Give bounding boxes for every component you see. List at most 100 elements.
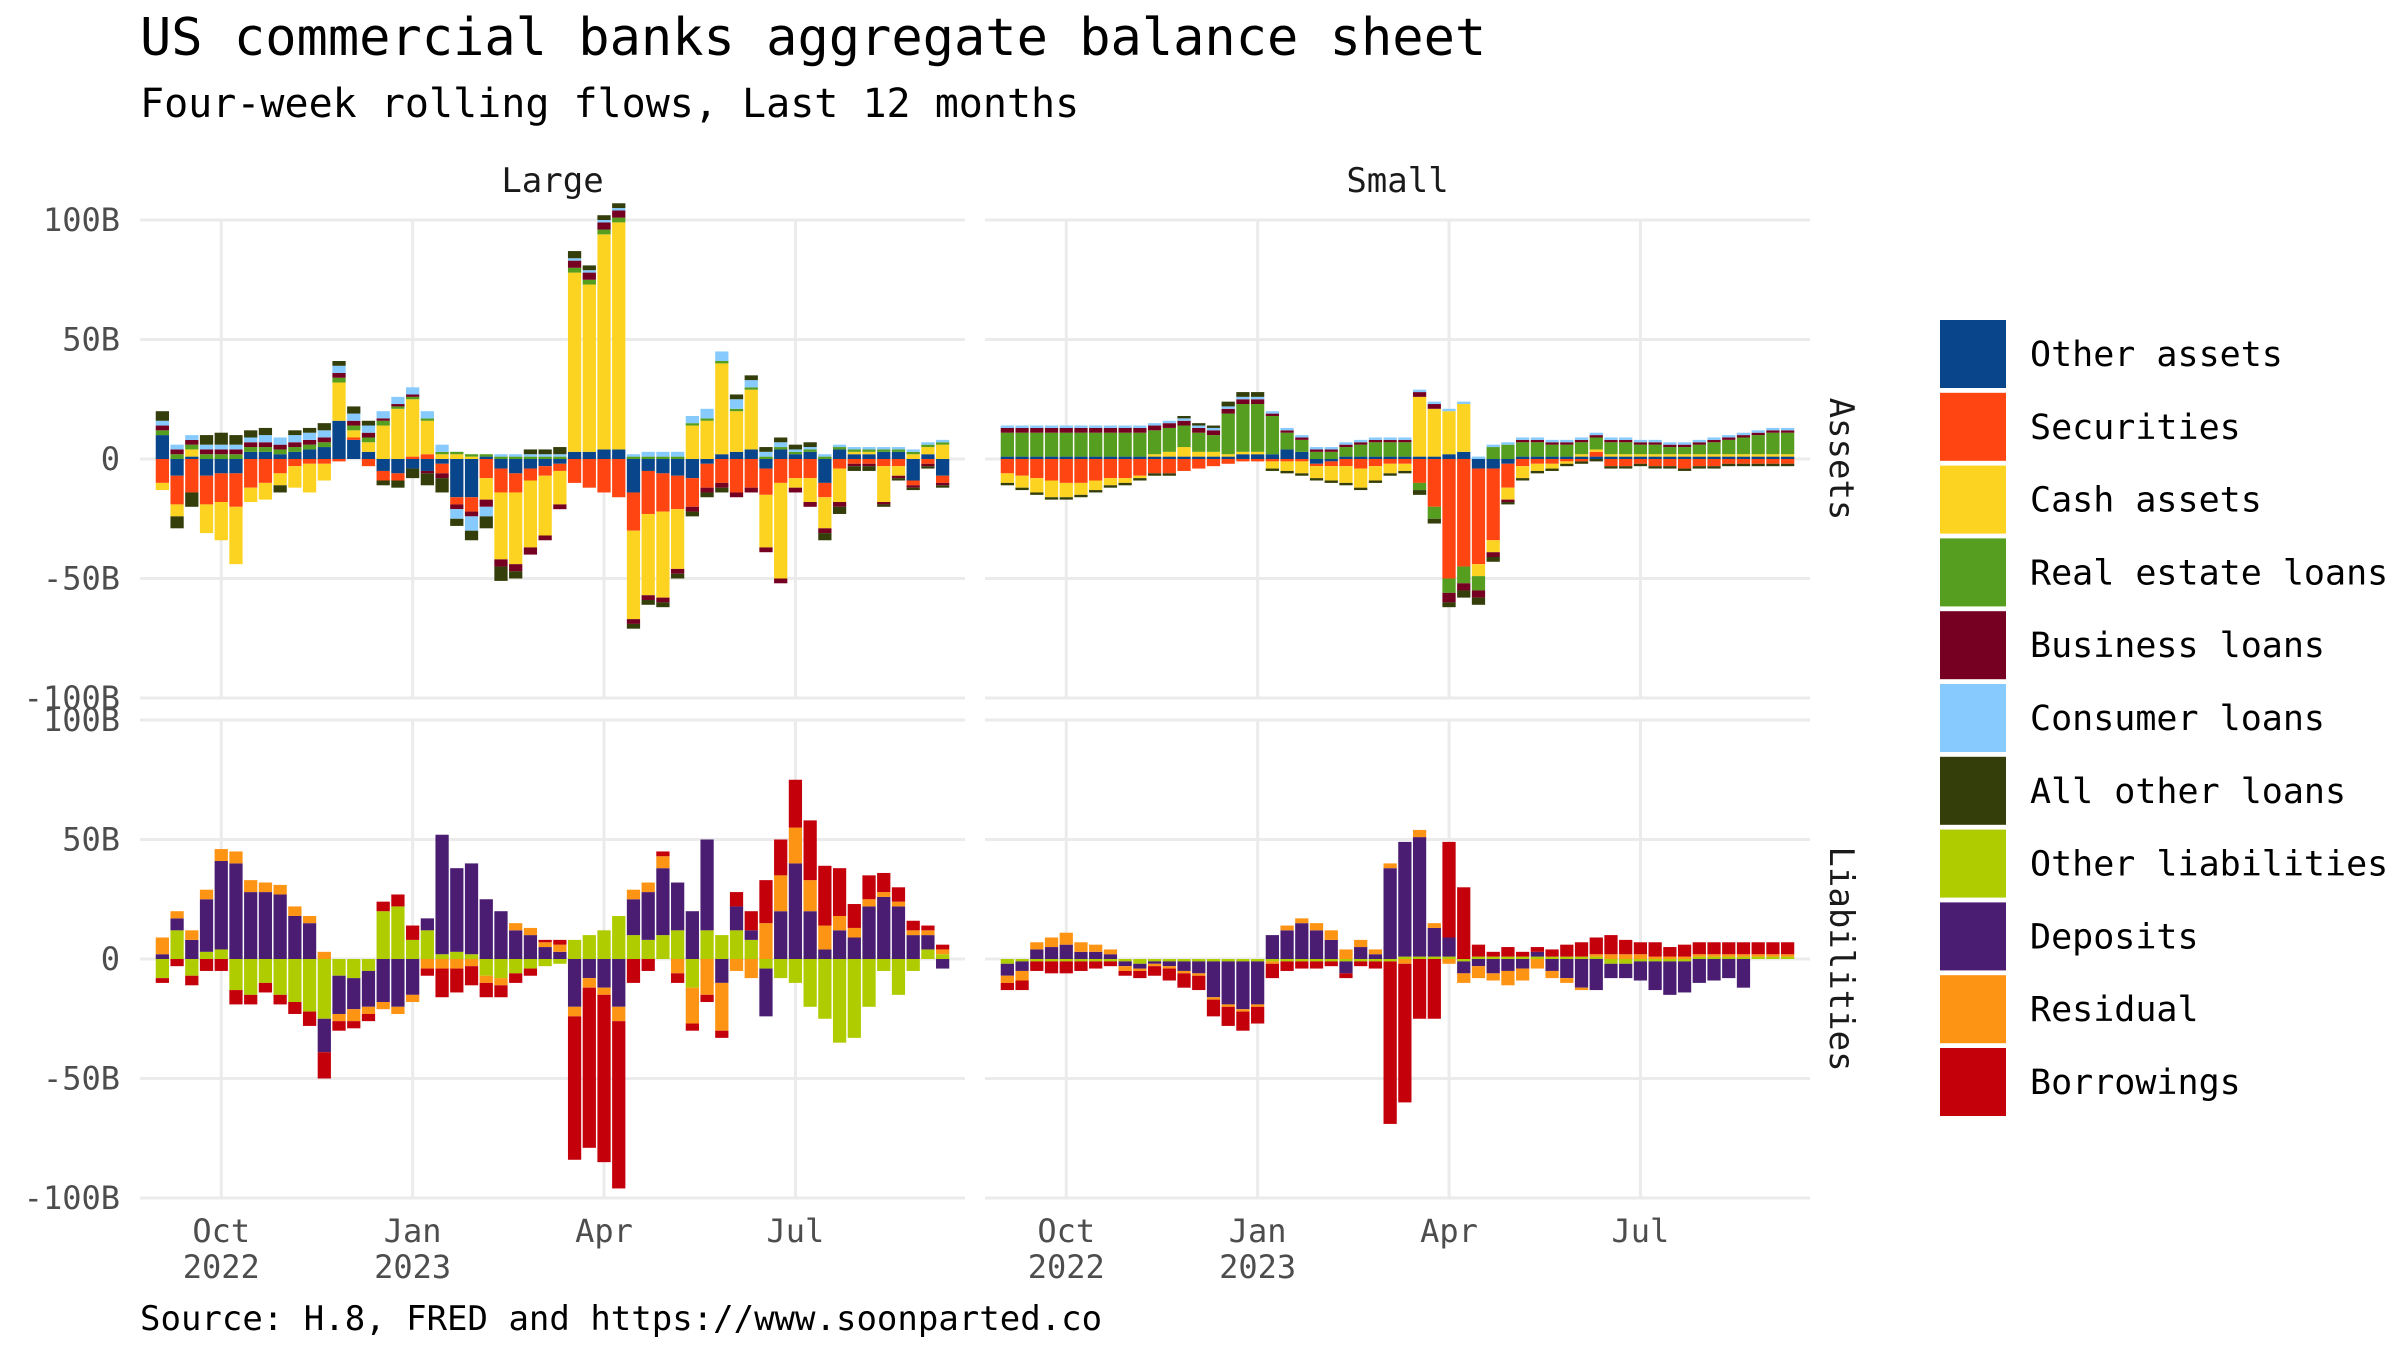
bar-residual: [832, 915, 847, 931]
bar-securities: [597, 459, 611, 493]
bar-residual: [1560, 978, 1574, 983]
bar-borrowings: [1000, 982, 1014, 991]
bar-cash-assets: [1604, 454, 1618, 457]
bar-securities: [1707, 459, 1721, 467]
bar-residual: [1692, 954, 1706, 957]
bar-deposits: [1516, 959, 1530, 969]
bar-deposits: [1427, 927, 1441, 957]
bar-other-assets: [435, 459, 449, 464]
bar-business-loans: [891, 475, 906, 479]
bar-cash-assets: [435, 454, 449, 459]
bar-securities: [1604, 459, 1618, 467]
bar-cash-assets: [1619, 454, 1633, 457]
bar-real-estate-loans: [1663, 447, 1677, 455]
bar-securities: [641, 470, 655, 514]
bar-other-assets: [1354, 456, 1368, 459]
bar-cash-assets: [1501, 487, 1515, 500]
bar-borrowings: [464, 966, 479, 986]
bar-other-liabilities: [1692, 956, 1706, 959]
bar-business-loans: [185, 439, 199, 445]
bar-all-other-loans: [1324, 480, 1338, 483]
bar-consumer-loans: [1722, 435, 1736, 438]
bar-borrowings: [641, 959, 655, 971]
bar-real-estate-loans: [1633, 444, 1648, 455]
bar-consumer-loans: [1736, 432, 1751, 436]
bar-other-liabilities: [523, 959, 538, 969]
bar-residual: [1545, 970, 1559, 979]
bar-business-loans: [818, 528, 832, 534]
bar-securities: [1236, 459, 1250, 462]
bar-securities: [170, 475, 184, 505]
x-tick-label-year: 2022: [183, 1248, 260, 1286]
bar-all-other-loans: [1030, 492, 1044, 495]
bar-consumer-loans: [1530, 437, 1544, 440]
bar-residual: [774, 875, 788, 912]
bar-borrowings: [1545, 949, 1559, 957]
bar-other-liabilities: [1501, 956, 1515, 959]
bar-securities: [1030, 459, 1044, 479]
bar-all-other-loans: [155, 411, 169, 421]
bar-all-other-loans: [450, 518, 464, 526]
bar-borrowings: [1044, 961, 1059, 974]
bar-securities: [155, 459, 169, 483]
bar-cash-assets: [538, 475, 552, 536]
bar-consumer-loans: [1692, 439, 1706, 443]
bar-deposits: [1295, 923, 1309, 959]
bar-residual: [1103, 949, 1118, 955]
bar-residual: [199, 889, 214, 900]
bar-residual: [803, 880, 817, 912]
bar-deposits: [1309, 930, 1324, 959]
bar-all-other-loans: [1574, 461, 1589, 464]
bar-other-assets: [1147, 456, 1162, 459]
bar-other-assets: [1074, 456, 1088, 459]
bar-other-liabilities: [1648, 959, 1662, 962]
bar-real-estate-loans: [597, 229, 611, 235]
bar-cash-assets: [582, 284, 596, 452]
bar-deposits: [597, 959, 611, 988]
bar-securities: [1192, 459, 1206, 469]
bar-real-estate-loans: [376, 420, 390, 426]
bar-all-other-loans: [847, 466, 861, 471]
bar-real-estate-loans: [553, 456, 567, 459]
bar-business-loans: [1707, 439, 1721, 443]
bar-all-other-loans: [1309, 478, 1324, 481]
bar-consumer-loans: [685, 415, 699, 424]
bar-borrowings: [847, 904, 861, 928]
bar-real-estate-loans: [1251, 404, 1265, 452]
bar-residual: [567, 1006, 582, 1017]
bar-real-estate-loans: [509, 456, 523, 459]
bar-residual: [818, 925, 832, 950]
bar-securities: [1015, 459, 1029, 476]
bar-securities: [921, 459, 935, 464]
bar-deposits: [1663, 961, 1677, 995]
bar-consumer-loans: [1236, 396, 1250, 400]
bar-deposits: [1707, 959, 1721, 981]
bar-cash-assets: [479, 478, 493, 500]
bar-business-loans: [347, 420, 361, 426]
bar-real-estate-loans: [1722, 439, 1736, 455]
bar-borrowings: [199, 959, 214, 971]
bar-deposits: [185, 939, 199, 959]
bar-deposits: [847, 937, 861, 959]
bar-consumer-loans: [1309, 447, 1324, 450]
bar-borrowings: [244, 994, 258, 1005]
bar-securities: [288, 459, 302, 467]
bar-real-estate-loans: [656, 456, 670, 459]
bar-real-estate-loans: [317, 442, 331, 448]
bar-deposits: [1354, 947, 1368, 959]
bar-other-assets: [406, 459, 420, 469]
bar-business-loans: [1015, 427, 1029, 433]
bar-real-estate-loans: [258, 447, 273, 452]
bar-residual: [1589, 954, 1603, 957]
bar-consumer-loans: [1192, 425, 1206, 428]
bar-other-liabilities: [1383, 959, 1397, 962]
bar-consumer-loans: [361, 425, 376, 433]
bar-cash-assets: [877, 466, 891, 503]
bar-securities: [1324, 461, 1338, 467]
bar-all-other-loans: [509, 571, 523, 579]
bar-cash-assets: [1177, 447, 1191, 457]
bar-cash-assets: [1044, 480, 1059, 498]
bar-business-loans: [1000, 427, 1014, 433]
bar-cash-assets: [597, 234, 611, 450]
bar-business-loans: [612, 210, 626, 218]
